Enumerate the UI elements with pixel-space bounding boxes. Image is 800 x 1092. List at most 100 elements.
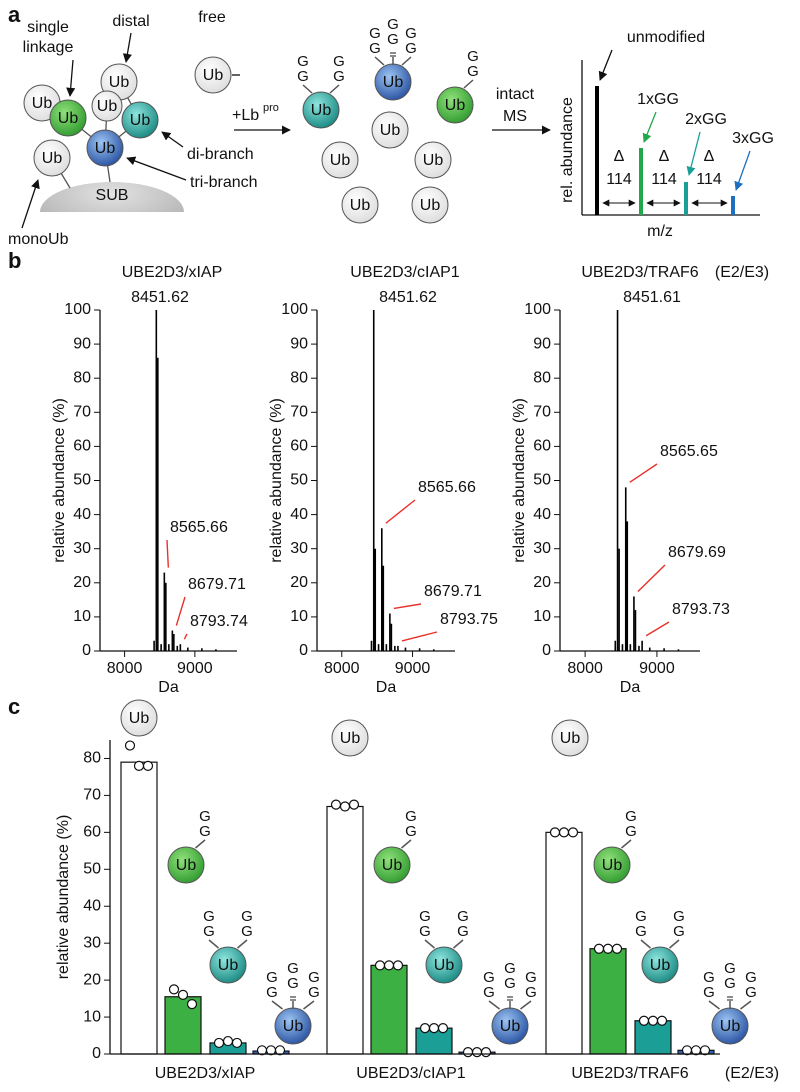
y-tick-label: 0 bbox=[299, 642, 308, 659]
y-tick-label: 20 bbox=[290, 574, 308, 591]
peak bbox=[595, 86, 599, 215]
y-tick-label: 50 bbox=[533, 472, 551, 489]
ub-icon bbox=[551, 719, 589, 757]
gg-letter: G bbox=[467, 63, 479, 80]
enzyme: +Lb bbox=[232, 107, 259, 124]
note: single bbox=[27, 19, 69, 36]
gg-stalk bbox=[195, 839, 206, 849]
ub-icon bbox=[302, 91, 340, 129]
x-axis-label: Da bbox=[376, 679, 397, 696]
gg-letter: G bbox=[673, 923, 685, 940]
peak-name: 1xGG bbox=[637, 91, 679, 108]
x-tick-label: 9000 bbox=[639, 660, 675, 677]
note: linkage bbox=[23, 39, 74, 56]
replicate-dot bbox=[471, 1047, 483, 1058]
gg-stalk bbox=[520, 1000, 532, 1010]
x-tick-label: 8000 bbox=[567, 660, 603, 677]
gg-letter: G bbox=[199, 823, 211, 840]
delta: Δ bbox=[614, 148, 625, 165]
gg-letter: G bbox=[504, 975, 516, 992]
leader bbox=[385, 499, 416, 524]
ub-label: Ub bbox=[32, 95, 53, 112]
y-axis-label: relative abundance (%) bbox=[268, 398, 285, 563]
y-tick-label: 30 bbox=[533, 540, 551, 557]
replicate-dot bbox=[330, 799, 342, 810]
peak-label: 8793.75 bbox=[440, 611, 498, 628]
y-tick-label: 30 bbox=[290, 540, 308, 557]
gg-letter: G bbox=[405, 808, 417, 825]
y-axis-label: relative abundance (%) bbox=[51, 398, 68, 563]
peak-label: 8451.62 bbox=[131, 289, 189, 306]
replicate-dot bbox=[133, 760, 145, 771]
ub-icon bbox=[321, 141, 359, 179]
y-tick-label: 80 bbox=[73, 369, 91, 386]
ub-label: Ub bbox=[218, 957, 239, 974]
ub-label: Ub bbox=[109, 74, 130, 91]
bar bbox=[120, 761, 158, 1055]
replicate-dot bbox=[437, 1023, 449, 1034]
note: free bbox=[198, 9, 226, 26]
replicate-dot bbox=[567, 827, 579, 838]
axis-label: m/z bbox=[647, 223, 673, 240]
enzyme-sup: pro bbox=[263, 102, 279, 114]
gg-stalk bbox=[488, 1000, 500, 1010]
peak-label: 8793.74 bbox=[190, 613, 248, 630]
y-tick-label: 10 bbox=[290, 608, 308, 625]
gg-letter: G bbox=[203, 923, 215, 940]
ub-label: Ub bbox=[445, 97, 466, 114]
delta-mass: 114 bbox=[606, 171, 632, 188]
y-tick-label: 80 bbox=[290, 369, 308, 386]
note: monoUb bbox=[8, 231, 69, 248]
ub-icon bbox=[120, 699, 158, 737]
ub-label: Ub bbox=[130, 112, 151, 129]
gg-letter: G bbox=[724, 960, 736, 977]
gg-letter: G bbox=[673, 908, 685, 925]
ub-label: Ub bbox=[500, 1018, 521, 1035]
panel-label: a bbox=[8, 2, 21, 27]
y-tick-label: 40 bbox=[73, 506, 91, 523]
x-tick-label: UBE2D3/TRAF6 bbox=[571, 1065, 688, 1082]
leader bbox=[645, 621, 670, 637]
y-tick-label: 60 bbox=[533, 438, 551, 455]
gg-letter: G bbox=[625, 808, 637, 825]
ub-label: Ub bbox=[434, 957, 455, 974]
replicate-dot bbox=[699, 1045, 711, 1056]
panel-a: SUB single linkage distal free di-branch… bbox=[8, 9, 774, 252]
y-tick-label: 40 bbox=[533, 506, 551, 523]
replicate-dot bbox=[222, 1035, 234, 1047]
y-tick-label: 30 bbox=[73, 540, 91, 557]
gg-letter: G bbox=[525, 969, 537, 986]
replicate-dot bbox=[392, 960, 404, 971]
delta: Δ bbox=[659, 148, 670, 165]
peak-label: 8451.61 bbox=[623, 289, 681, 306]
y-tick-label: 10 bbox=[83, 1008, 101, 1025]
ub-label: Ub bbox=[650, 957, 671, 974]
peak-label: 8679.71 bbox=[188, 576, 246, 593]
replicate-dot bbox=[428, 1023, 440, 1034]
leader bbox=[637, 564, 666, 592]
ub-icon bbox=[121, 101, 159, 139]
peak-name: unmodified bbox=[627, 29, 705, 46]
gg-letter: G bbox=[287, 975, 299, 992]
delta-mass: 114 bbox=[696, 171, 722, 188]
replicate-dot bbox=[231, 1037, 243, 1049]
gg-letter: G bbox=[405, 40, 417, 57]
peak bbox=[684, 182, 688, 215]
peak-label: 8679.69 bbox=[668, 544, 726, 561]
replicate-dot bbox=[142, 760, 154, 771]
y-tick-label: 100 bbox=[64, 301, 91, 318]
x-tick-label: UBE2D3/xIAP bbox=[155, 1065, 255, 1082]
replicate-dot bbox=[177, 989, 189, 1000]
y-axis-label: relative abundance (%) bbox=[55, 815, 72, 980]
replicate-dot bbox=[383, 960, 395, 971]
gg-letter: G bbox=[483, 969, 495, 986]
gg-stalk bbox=[621, 839, 632, 849]
peak-label: 8565.66 bbox=[170, 519, 228, 536]
arrow bbox=[126, 156, 187, 181]
peak-label: 8793.73 bbox=[672, 601, 730, 618]
gg-letter: G bbox=[625, 823, 637, 840]
peak-name: 2xGG bbox=[685, 111, 727, 128]
note: tri-branch bbox=[190, 174, 258, 191]
y-tick-label: 100 bbox=[281, 301, 308, 318]
gg-stalk bbox=[640, 939, 651, 949]
